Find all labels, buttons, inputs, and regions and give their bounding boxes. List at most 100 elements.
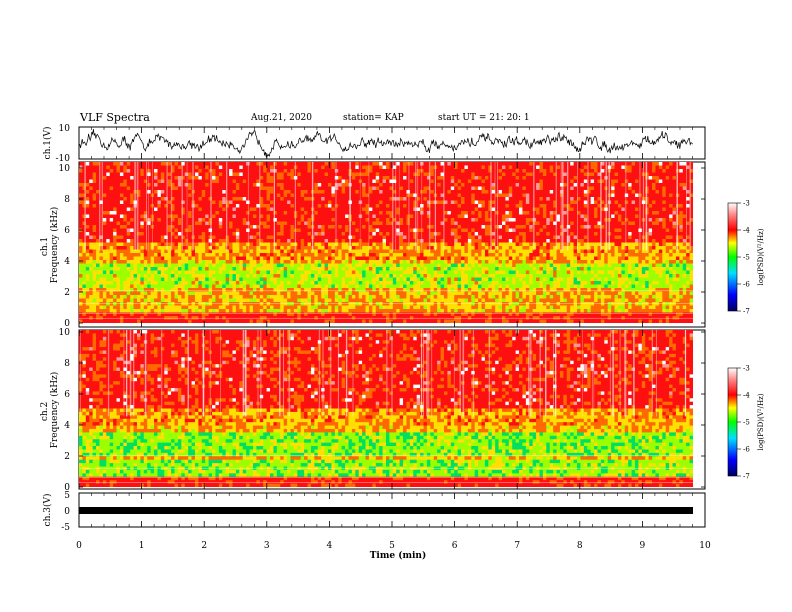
spec1-cell (160, 176, 165, 180)
spec1-cell (239, 295, 244, 299)
spec1-cell (386, 270, 390, 275)
spec1-cell (331, 221, 336, 226)
spec1-cell (239, 211, 244, 215)
spec1-cell (314, 186, 319, 191)
spec1-cell (392, 214, 397, 219)
spec1-cell (304, 298, 308, 303)
spec1-cell (263, 228, 267, 233)
spec1-cell (440, 197, 445, 201)
spec1-cell (92, 270, 97, 275)
spec1-cell (345, 288, 349, 292)
spec1-cell (283, 218, 288, 222)
spec1-cell (89, 319, 93, 323)
spec1-cell (290, 267, 295, 271)
spec1-cell (341, 277, 346, 282)
spec1-cell (150, 186, 155, 191)
spec1-cell (92, 165, 97, 170)
spec1-cell (167, 214, 172, 219)
spec1-cell (147, 221, 151, 226)
spec1-cell (212, 176, 216, 180)
spec1-cell (392, 179, 397, 184)
spec1-cell (266, 298, 271, 303)
spec1-cell (365, 277, 370, 282)
spec1-cell (242, 225, 247, 229)
spec1-cell (358, 239, 363, 243)
spec1-cell (328, 207, 332, 212)
spec1-cell (355, 309, 360, 313)
spec1-cell (130, 319, 134, 323)
spec1-cell (109, 232, 114, 236)
spec1-cell (307, 274, 312, 278)
spec1-cell (113, 193, 117, 198)
spec1-cell (290, 246, 295, 250)
spec1-cell (287, 260, 291, 264)
spec1-cell (310, 305, 315, 310)
spec1-cell (222, 274, 226, 278)
spec1-cell (386, 281, 390, 285)
spec1-cell (106, 277, 110, 282)
spec1-cell (147, 239, 151, 243)
spec1-cell (126, 305, 131, 310)
ch1-spectrogram-image (79, 162, 693, 323)
spec1-cell (273, 197, 278, 201)
spec1-cell (242, 263, 247, 268)
spec1-cell (331, 263, 336, 268)
spec1-cell (273, 176, 278, 180)
spec1-cell (246, 312, 250, 317)
spec1-cell (225, 270, 230, 275)
spec1-cell (157, 225, 162, 229)
spec1-cell (198, 260, 203, 264)
spec1-cell (113, 200, 117, 205)
spec1-cell (140, 172, 145, 177)
spec1-cell (188, 298, 192, 303)
spec1-cell (324, 281, 329, 285)
spec1-cell (133, 277, 138, 282)
spec1-cell (259, 246, 264, 250)
spec1-cell (143, 249, 148, 254)
spec1-cell (201, 281, 206, 285)
spec1-cell (263, 249, 267, 254)
spec1-cell (310, 274, 315, 278)
spec1-cell (273, 207, 278, 212)
spec1-cell (314, 246, 319, 250)
spec1-cell (331, 211, 336, 215)
spec1-cell (321, 183, 325, 187)
spec1-cell (256, 246, 261, 250)
spec1-cell (102, 232, 107, 236)
spec1-cell (324, 312, 329, 317)
spec1-cell (181, 260, 186, 264)
spec1-cell (351, 190, 356, 194)
spec1-cell (362, 211, 366, 215)
spec1-cell (99, 281, 104, 285)
spec1-cell (109, 281, 114, 285)
spec1-cell (242, 204, 247, 208)
spec1-cell (300, 312, 305, 317)
spec1-cell (164, 309, 168, 313)
spec1-cell (270, 246, 274, 250)
spec1-cell (365, 207, 370, 212)
spec1-cell (297, 263, 302, 268)
spec1-cell (252, 256, 257, 261)
spec1-cell (413, 221, 417, 226)
spec1-cell (297, 291, 302, 296)
spec1-cell (82, 235, 87, 240)
spec1-cell (331, 319, 336, 323)
spec1-cell (85, 232, 90, 236)
spec1-cell (113, 186, 117, 191)
spec1-cell (314, 200, 319, 205)
spec1-cell (181, 270, 186, 275)
spec1-cell (225, 235, 230, 240)
spec1-cell (85, 309, 90, 313)
spec1-cell (413, 242, 417, 247)
spec1-cell (263, 239, 267, 243)
spec1-cell (167, 260, 172, 264)
spec1-cell (365, 246, 370, 250)
spec1-cell (351, 249, 356, 254)
spec1-cell (283, 295, 288, 299)
spec1-cell (239, 232, 244, 236)
spec1-cell (372, 228, 377, 233)
spec1-cell (368, 172, 373, 177)
spec1-cell (443, 197, 448, 201)
spec1-cell (368, 260, 373, 264)
